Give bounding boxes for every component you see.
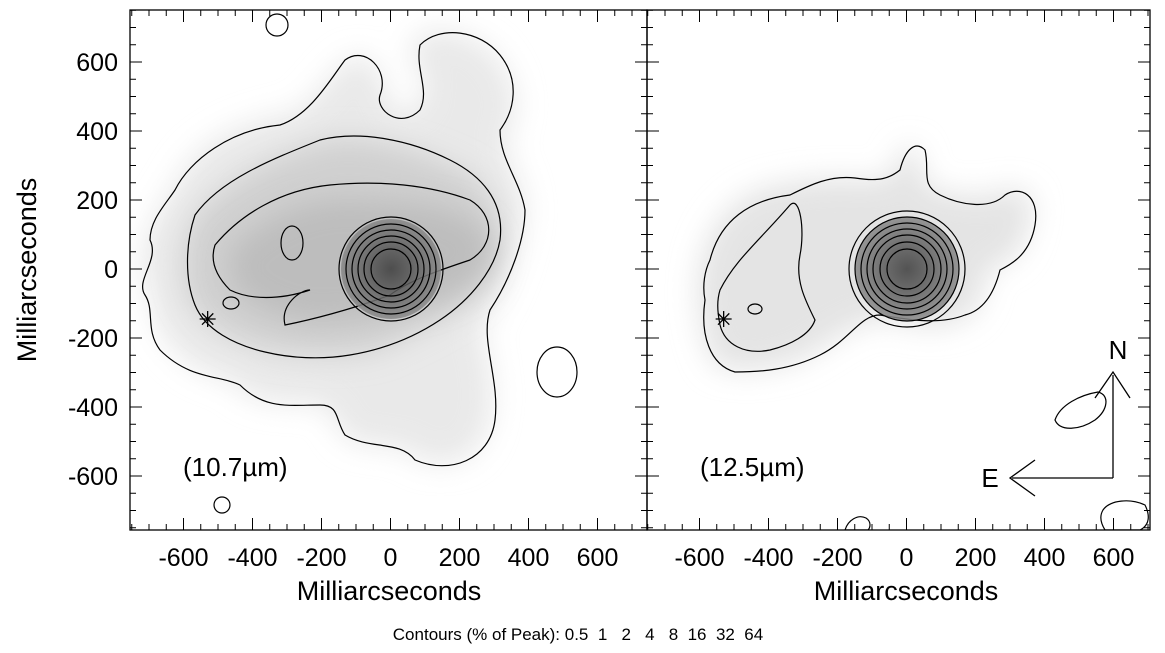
x-tick-label: 0 — [900, 544, 914, 572]
emission-shading-left — [141, 30, 525, 464]
frame-right — [646, 9, 1151, 531]
x-tick-label: 0 — [384, 544, 398, 572]
panel-label-left: (10.7µm) — [183, 452, 288, 482]
star-markers — [199, 311, 732, 328]
y-tick-label: 600 — [76, 49, 118, 77]
panel-left — [141, 13, 578, 514]
star-marker — [715, 311, 732, 328]
contours-right — [703, 145, 1037, 373]
contour-levels-caption: Contours (% of Peak): 0.5 1 2 4 8 16 32 … — [393, 625, 763, 644]
x-tick-label: -200 — [296, 544, 346, 572]
panel-right — [698, 145, 1149, 530]
y-tick-label: -200 — [68, 325, 118, 353]
x-axis-title-left: Milliarcseconds — [297, 576, 482, 606]
x-tick-label: 200 — [439, 544, 481, 572]
x-tick-label: -600 — [158, 544, 208, 572]
core-right — [848, 210, 966, 328]
axis-tick-labels: -600 -400 -200 0 200 400 600 -600 -400 -200 0 200 40… — [68, 49, 1134, 572]
x-tick-label: 400 — [1024, 544, 1066, 572]
y-tick-label: -400 — [68, 394, 118, 422]
x-tick-label: -600 — [674, 544, 724, 572]
compass-east-label: E — [981, 463, 998, 493]
star-marker — [199, 311, 216, 328]
x-tick-label: -400 — [743, 544, 793, 572]
islands-left — [213, 13, 578, 514]
x-tick-label: 400 — [508, 544, 550, 572]
panel-label-right: (12.5µm) — [700, 452, 805, 482]
axis-ticks — [130, 9, 1150, 530]
core-left — [338, 216, 444, 322]
x-tick-label: -200 — [812, 544, 862, 572]
islands-right — [844, 391, 1149, 530]
y-tick-label: -600 — [68, 463, 118, 491]
x-tick-label: 600 — [577, 544, 619, 572]
compass-north-label: N — [1109, 335, 1128, 365]
x-tick-label: -400 — [227, 544, 277, 572]
y-axis-title-left: Milliarcseconds — [12, 178, 42, 363]
x-tick-label: 200 — [955, 544, 997, 572]
y-tick-label: 0 — [104, 256, 118, 284]
compass: N E — [981, 335, 1131, 497]
y-tick-label: 200 — [76, 187, 118, 215]
y-tick-label: 400 — [76, 118, 118, 146]
x-axis-title-right: Milliarcseconds — [814, 576, 999, 606]
x-tick-label: 600 — [1093, 544, 1135, 572]
